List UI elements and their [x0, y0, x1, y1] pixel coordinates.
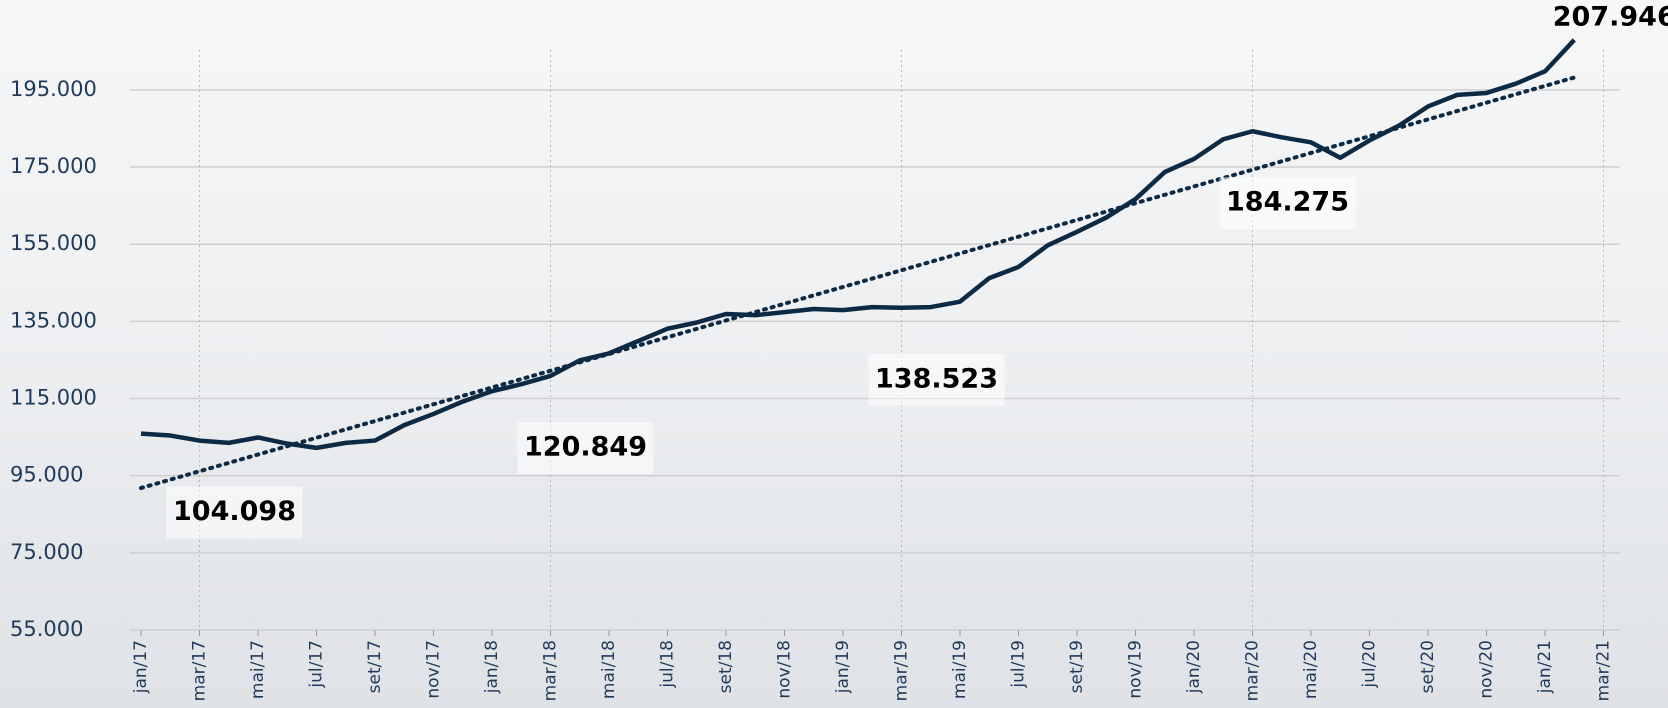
x-tick-label: mar/20 — [1243, 640, 1263, 701]
y-tick-label: 55.000 — [10, 617, 83, 641]
x-tick-label: mai/17 — [248, 640, 268, 699]
x-tick-label: jan/18 — [482, 640, 502, 694]
y-tick-label: 115.000 — [10, 386, 97, 410]
data-label: 184.275 — [1226, 187, 1349, 218]
chart: 55.000 75.000 95.000 115.000 135.000 155.000 1… — [0, 0, 1668, 708]
x-tick-label: jan/20 — [1184, 640, 1204, 694]
x-tick-label: jul/17 — [307, 640, 327, 689]
x-tick-label: mar/19 — [892, 640, 912, 701]
y-tick-label: 75.000 — [10, 540, 83, 564]
x-tick-label: set/18 — [716, 640, 736, 693]
x-tick-label: set/20 — [1418, 640, 1438, 693]
data-label: 138.523 — [875, 363, 998, 394]
x-tick-label: jul/20 — [1360, 640, 1380, 689]
x-tick-label: jan/19 — [833, 640, 853, 694]
y-tick-label: 195.000 — [10, 77, 97, 101]
x-tick-label: jul/18 — [658, 640, 678, 689]
x-tick-label: jan/17 — [131, 640, 151, 694]
x-tick-label: mai/20 — [1301, 640, 1321, 699]
x-tick-label: mar/21 — [1594, 640, 1614, 701]
y-tick-label: 135.000 — [10, 308, 97, 332]
x-tick-label: mar/17 — [190, 640, 210, 701]
data-label: 207.946 — [1553, 1, 1668, 32]
x-tick-label: mar/18 — [541, 640, 561, 701]
x-tick-label: set/17 — [365, 640, 385, 693]
trend-line — [141, 78, 1574, 488]
x-tick-label: mai/18 — [599, 640, 619, 699]
x-tick-label: jul/19 — [1009, 640, 1029, 689]
data-label: 120.849 — [524, 431, 647, 462]
y-tick-label: 155.000 — [10, 231, 97, 255]
y-tick-label: 95.000 — [10, 463, 83, 487]
x-tick-label: nov/18 — [775, 640, 795, 699]
y-tick-label: 175.000 — [10, 154, 97, 178]
x-tick-label: set/19 — [1067, 640, 1087, 693]
data-label: 104.098 — [173, 496, 296, 527]
x-tick-label: nov/17 — [424, 640, 444, 699]
x-tick-label: nov/20 — [1477, 640, 1497, 699]
x-tick-label: nov/19 — [1126, 640, 1146, 699]
x-tick-label: mai/19 — [950, 640, 970, 699]
x-tick-label: jan/21 — [1535, 640, 1555, 694]
